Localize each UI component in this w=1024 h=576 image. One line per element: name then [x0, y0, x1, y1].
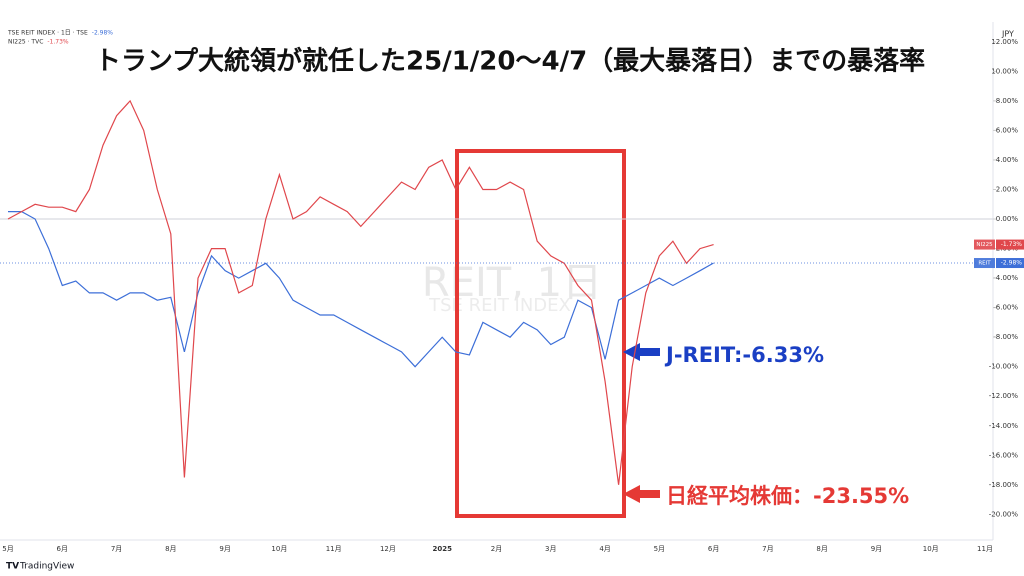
- y-tick-label: -12.00%: [989, 392, 1019, 400]
- x-tick-label: 6月: [57, 545, 68, 553]
- chart-title: トランプ大統領が就任した25/1/20～4/7（最大暴落日）までの暴落率: [95, 46, 925, 77]
- y-tick-label: -16.00%: [989, 451, 1019, 459]
- x-tick-label: 9月: [219, 545, 230, 553]
- x-tick-label: 12月: [380, 545, 396, 553]
- y-tick-label: -10.00%: [989, 363, 1019, 371]
- currency: JPY: [1001, 30, 1014, 39]
- y-tick-label: -18.00%: [989, 481, 1019, 489]
- arrow: [623, 485, 660, 503]
- y-tick-label: 0.00%: [996, 215, 1019, 223]
- watermark-subtitle: TSE REIT INDEX: [428, 295, 571, 316]
- x-tick-label: 6月: [708, 545, 719, 553]
- x-tick-label: 10月: [271, 545, 287, 553]
- y-tick-label: -8.00%: [993, 333, 1018, 341]
- y-tick-label: 10.00%: [991, 67, 1018, 75]
- legend-value: -1.73%: [47, 39, 69, 46]
- y-tick-label: -4.00%: [993, 274, 1018, 282]
- series-tag: [974, 239, 995, 250]
- price-tag: [996, 239, 1024, 250]
- highlight-box: [455, 149, 626, 518]
- x-tick-label: 8月: [816, 545, 827, 553]
- y-tick-label: 8.00%: [996, 97, 1019, 105]
- y-tick-label: 6.00%: [996, 126, 1019, 134]
- x-tick-label: 7月: [762, 545, 773, 553]
- series-line: [7, 99, 714, 485]
- series-tag: [974, 258, 995, 269]
- x-tick-label: 11月: [977, 545, 993, 553]
- legend-label: NI225 · TVC: [8, 39, 43, 46]
- series-tag-label: NI225: [976, 242, 993, 248]
- x-tick-label: 8月: [165, 545, 176, 553]
- y-tick-label: 2.00%: [996, 185, 1019, 193]
- x-tick-label: 7月: [111, 545, 122, 553]
- brand: TradingView: [19, 562, 74, 572]
- y-tick-label: 12.00%: [991, 38, 1018, 46]
- y-tick-label: -6.00%: [993, 304, 1018, 312]
- y-tick-label: 4.00%: [996, 156, 1019, 164]
- x-tick-label: 11月: [326, 545, 342, 553]
- x-tick-label: 2025: [432, 545, 452, 553]
- brand-logo: TV: [6, 562, 19, 572]
- x-tick-label: 5月: [654, 545, 665, 553]
- x-tick-label: 2月: [491, 545, 502, 553]
- legend-label: TSE REIT INDEX · 1日 · TSE: [7, 30, 88, 37]
- y-tick-label: -20.00%: [989, 510, 1019, 518]
- x-tick-label: 3月: [545, 545, 556, 553]
- x-tick-label: 10月: [923, 545, 939, 553]
- x-tick-label: 9月: [871, 545, 882, 553]
- x-tick-label: 4月: [599, 545, 610, 553]
- price-tag-label: -2.98%: [1001, 260, 1023, 267]
- legend-value: -2.98%: [92, 30, 114, 37]
- annotation: J-REIT:-6.33%: [664, 343, 824, 367]
- arrow: [623, 343, 660, 361]
- y-tick-label: -14.00%: [989, 422, 1019, 430]
- price-tag-label: -1.73%: [1001, 241, 1023, 248]
- watermark: REIT, 1日: [422, 260, 602, 306]
- price-tag: [996, 258, 1024, 269]
- annotation: 日経平均株価：-23.55%: [666, 484, 909, 508]
- series-tag-label: REIT: [978, 261, 991, 267]
- x-tick-label: 5月: [2, 545, 13, 553]
